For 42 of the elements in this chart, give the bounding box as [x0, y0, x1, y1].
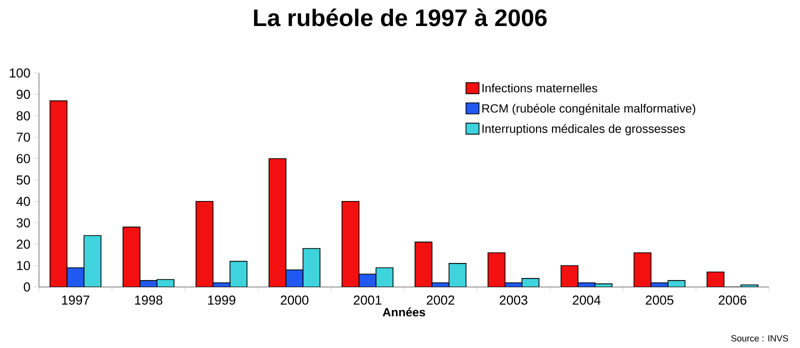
- bar: [50, 100, 68, 287]
- bar: [414, 242, 432, 287]
- bar: [448, 263, 466, 287]
- x-tick-label: 1997: [62, 296, 90, 305]
- legend-label: Infections maternelles: [482, 84, 598, 92]
- bar: [376, 267, 394, 287]
- legend-label: RCM (rubéole congénitale malformative): [482, 104, 696, 116]
- y-tick-label: 50: [16, 175, 30, 185]
- y-tick-label: 100: [10, 68, 30, 78]
- legend-label: Interruptions médicales de grossesses: [482, 124, 685, 136]
- bar: [342, 201, 360, 287]
- x-tick-label: 1999: [208, 296, 236, 305]
- bar: [66, 267, 84, 287]
- bar: [488, 252, 506, 287]
- x-tick-label: 2002: [426, 296, 454, 305]
- bar: [302, 248, 320, 287]
- bar: [230, 260, 248, 287]
- y-tick-label: 40: [16, 196, 30, 206]
- bar: [122, 226, 140, 287]
- x-tick-label: 2006: [718, 296, 746, 305]
- y-tick-label: 60: [16, 154, 30, 164]
- y-tick-label: 90: [16, 90, 30, 99]
- y-tick-label: 0: [24, 282, 30, 292]
- source-note: Source : INVS: [731, 335, 788, 342]
- x-axis-title: Années: [382, 308, 426, 316]
- bar: [196, 201, 214, 287]
- y-tick-label: 70: [16, 132, 30, 142]
- y-tick-label: 10: [17, 261, 30, 270]
- y-tick-label: 20: [16, 240, 30, 249]
- x-tick-label: 1998: [135, 296, 162, 305]
- y-tick-label: 30: [16, 218, 30, 228]
- bar: [634, 252, 652, 287]
- bar: [560, 265, 578, 287]
- bar: [84, 235, 102, 287]
- x-tick-label: 2000: [280, 296, 308, 305]
- x-tick-label: 2003: [500, 296, 528, 305]
- chart-title: La rubéole de 1997 à 2006: [254, 8, 547, 26]
- y-tick-label: 80: [16, 111, 30, 120]
- bar: [268, 158, 286, 287]
- x-tick-label: 2001: [354, 296, 382, 305]
- x-tick-label: 2005: [646, 296, 674, 305]
- x-tick-label: 2004: [572, 296, 601, 305]
